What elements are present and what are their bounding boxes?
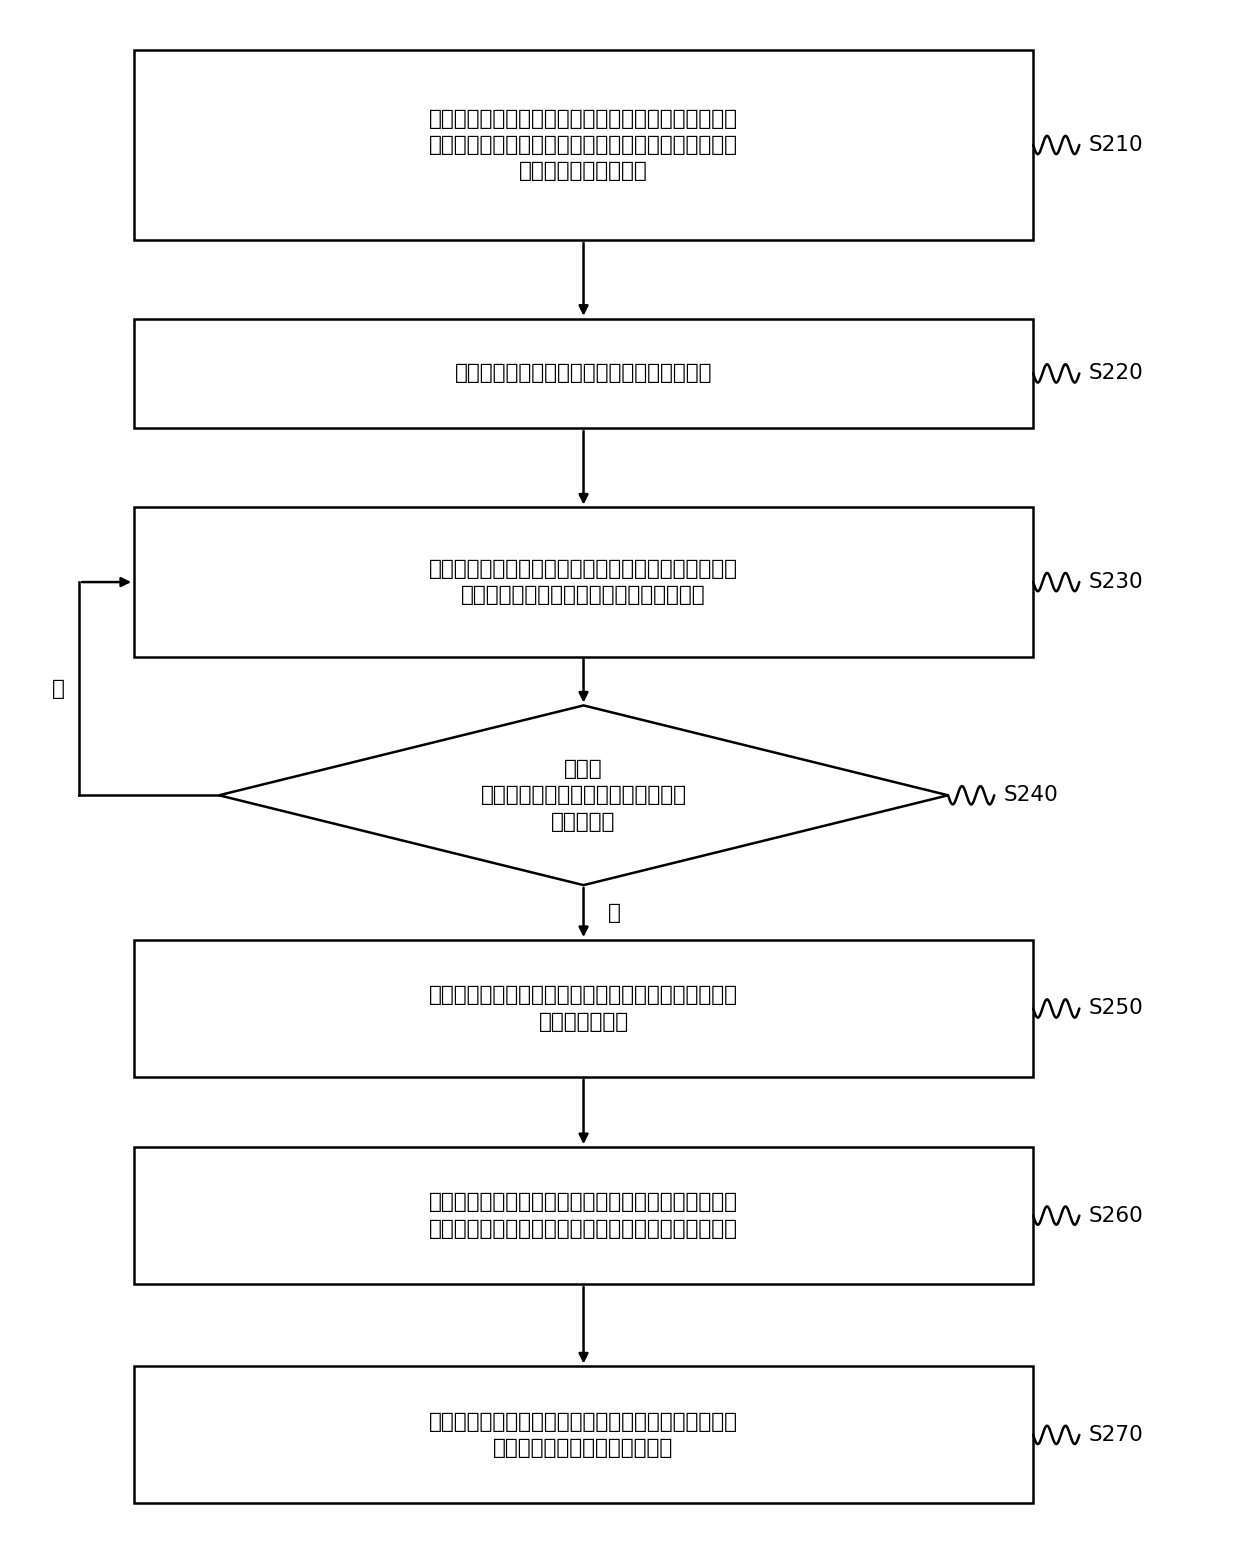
Text: S210: S210 xyxy=(1089,135,1143,155)
Bar xyxy=(134,1366,1033,1503)
Text: 否: 否 xyxy=(608,903,621,923)
Bar xyxy=(134,319,1033,429)
Text: S220: S220 xyxy=(1089,364,1143,384)
Text: S240: S240 xyxy=(1004,785,1059,805)
Text: S250: S250 xyxy=(1089,999,1143,1018)
Text: 根据各候选未花费交易输出生成合并转账交易: 根据各候选未花费交易输出生成合并转账交易 xyxy=(455,364,712,384)
Text: 根据各待合并未花费交易输生成合并转账交易，其中，
合并转账交易的输入账户和输出账户均为所述目标账户: 根据各待合并未花费交易输生成合并转账交易，其中， 合并转账交易的输入账户和输出账… xyxy=(429,1192,738,1239)
Text: 将所述合并转账交易作为事务请求向区块链网络发送，
以请求区块链节点进行转账处理: 将所述合并转账交易作为事务请求向区块链网络发送， 以请求区块链节点进行转账处理 xyxy=(429,1411,738,1458)
Text: 是: 是 xyxy=(52,679,64,699)
Polygon shape xyxy=(219,706,949,886)
Text: 将数量调整后的所述候选未花费交易输出，作为待合并
未花费交易输出: 将数量调整后的所述候选未花费交易输出，作为待合并 未花费交易输出 xyxy=(429,985,738,1032)
Text: S230: S230 xyxy=(1089,572,1143,592)
Bar xyxy=(134,508,1033,657)
Text: S270: S270 xyxy=(1089,1425,1143,1445)
Text: 根据所述合并转账交易与所述区块字节数上限值的大小
关系，调整所述候选未花费交易输出的数量: 根据所述合并转账交易与所述区块字节数上限值的大小 关系，调整所述候选未花费交易输… xyxy=(429,559,738,605)
Bar xyxy=(134,940,1033,1077)
Bar xyxy=(134,1147,1033,1284)
Text: 在满足设定触发条件时，从目标账户所关联的至少两个
未花费交易输出中，选择至少两个未花费交易输出，作
为候选未花费交易输出: 在满足设定触发条件时，从目标账户所关联的至少两个 未花费交易输出中，选择至少两个… xyxy=(429,109,738,182)
Bar xyxy=(134,50,1033,241)
Text: 判断合
并转账交易的字节数是否大于区块字
节数上限值: 判断合 并转账交易的字节数是否大于区块字 节数上限值 xyxy=(481,758,687,831)
Text: S260: S260 xyxy=(1089,1206,1143,1226)
